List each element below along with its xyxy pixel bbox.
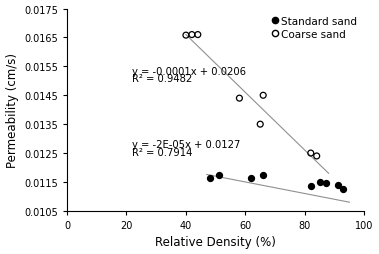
Coarse sand — [308, 151, 314, 155]
Standard sand — [216, 173, 222, 177]
Coarse sand — [257, 123, 263, 127]
Y-axis label: Permeability (cm/s): Permeability (cm/s) — [6, 53, 19, 168]
Coarse sand — [260, 94, 266, 98]
Standard sand — [323, 181, 329, 185]
Standard sand — [308, 184, 314, 188]
Standard sand — [248, 176, 254, 180]
Standard sand — [340, 187, 346, 192]
Coarse sand — [189, 33, 195, 37]
Text: y = -2E-05x + 0.0127: y = -2E-05x + 0.0127 — [132, 140, 241, 150]
Standard sand — [207, 176, 213, 180]
Standard sand — [316, 180, 323, 184]
Coarse sand — [183, 34, 189, 38]
X-axis label: Relative Density (%): Relative Density (%) — [155, 235, 276, 248]
Text: R² = 0.7914: R² = 0.7914 — [132, 147, 193, 157]
Legend: Standard sand, Coarse sand: Standard sand, Coarse sand — [271, 15, 359, 42]
Standard sand — [260, 173, 266, 177]
Text: y = -0.0001x + 0.0206: y = -0.0001x + 0.0206 — [132, 67, 246, 76]
Standard sand — [335, 183, 341, 187]
Coarse sand — [314, 154, 320, 158]
Text: R² = 0.9482: R² = 0.9482 — [132, 74, 193, 84]
Coarse sand — [195, 33, 201, 37]
Coarse sand — [236, 97, 243, 101]
